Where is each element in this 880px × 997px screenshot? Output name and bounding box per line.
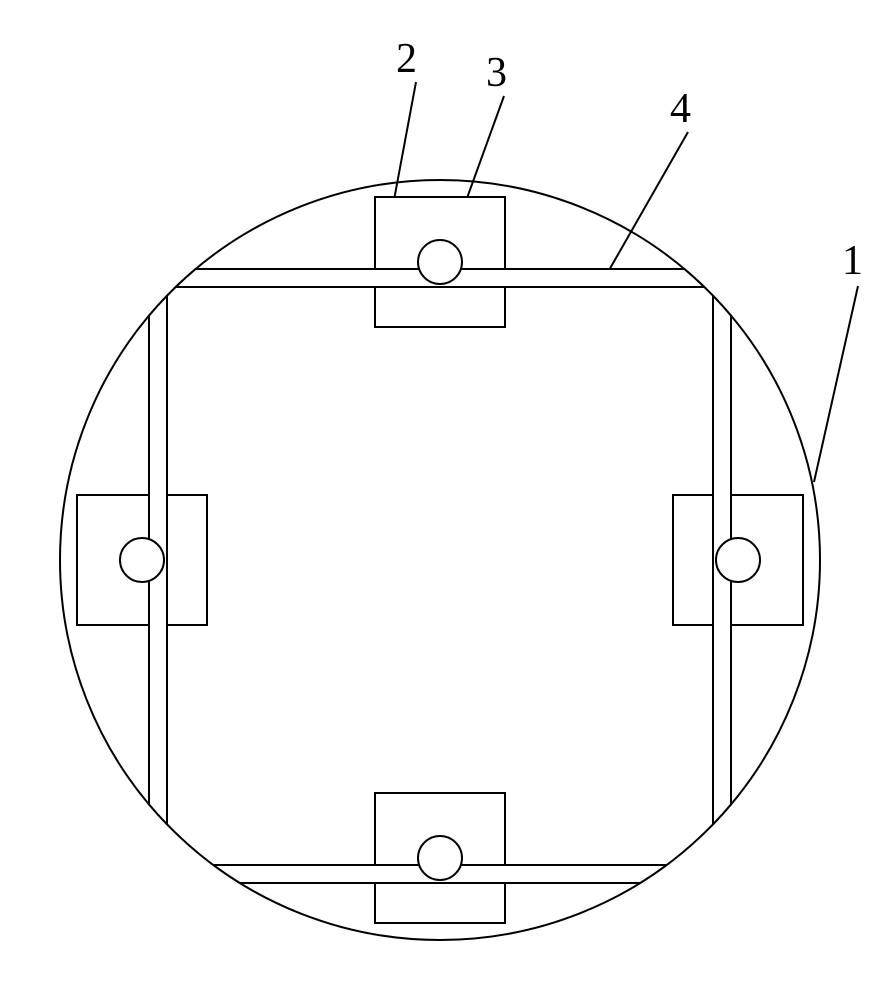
diagram-scene: 2 3 4 1 (0, 0, 880, 997)
callout-label-3: 3 (486, 52, 507, 94)
callout-label-1: 1 (842, 240, 863, 282)
callout-label-4: 4 (670, 88, 691, 130)
callout-label-2: 2 (396, 38, 417, 80)
diagram-svg (0, 0, 880, 997)
